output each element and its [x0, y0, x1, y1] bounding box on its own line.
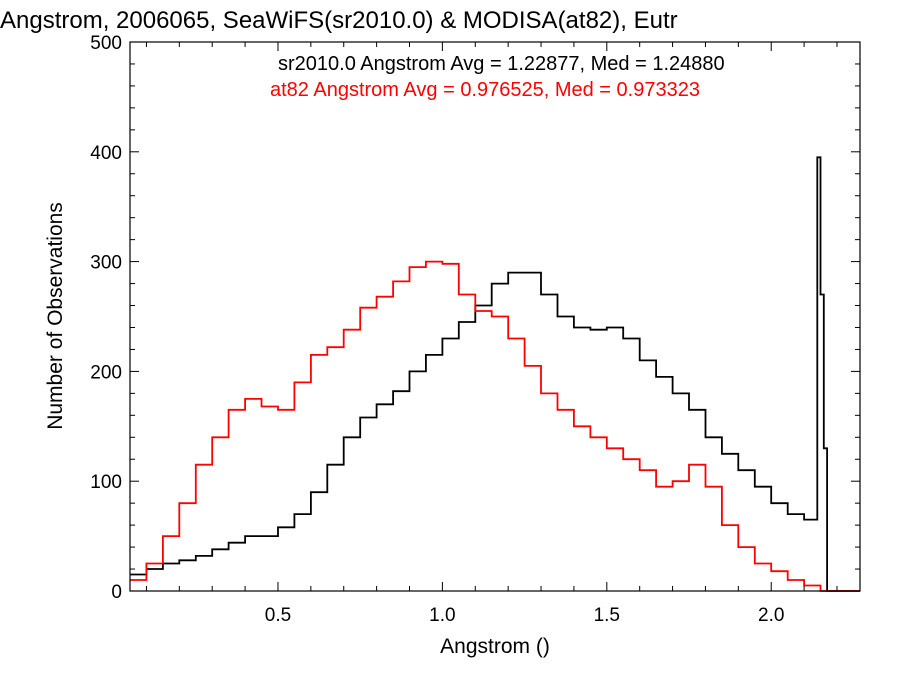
x-tick-label-2: 1.5	[594, 605, 620, 626]
y-tick-label-4: 400	[90, 143, 122, 164]
y-axis-label: Number of Observations	[44, 202, 67, 430]
x-axis-label: Angstrom ()	[440, 635, 550, 658]
axis-layer: 0.5 1.0 1.5 2.0 0 100 200 300 400 500	[90, 33, 860, 626]
chart-title: Angstrom, 2006065, SeaWiFS(sr2010.0) & M…	[0, 7, 678, 34]
annotation-sr2010: sr2010.0 Angstrom Avg = 1.22877, Med = 1…	[278, 53, 725, 75]
series-line-1	[130, 260, 860, 592]
y-tick-label-5: 500	[90, 33, 122, 54]
x-tick-label-1: 1.0	[429, 605, 455, 626]
y-tick-label-1: 100	[90, 472, 122, 493]
y-tick-label-0: 0	[111, 582, 122, 603]
series-layer	[130, 156, 860, 592]
x-tick-label-3: 2.0	[758, 605, 784, 626]
x-tick-label-0: 0.5	[265, 605, 291, 626]
y-tick-label-2: 200	[90, 362, 122, 383]
annotation-at82: at82 Angstrom Avg = 0.976525, Med = 0.97…	[270, 79, 700, 101]
plot-frame	[129, 41, 861, 592]
series-line-0	[130, 156, 860, 592]
y-tick-label-3: 300	[90, 253, 122, 274]
